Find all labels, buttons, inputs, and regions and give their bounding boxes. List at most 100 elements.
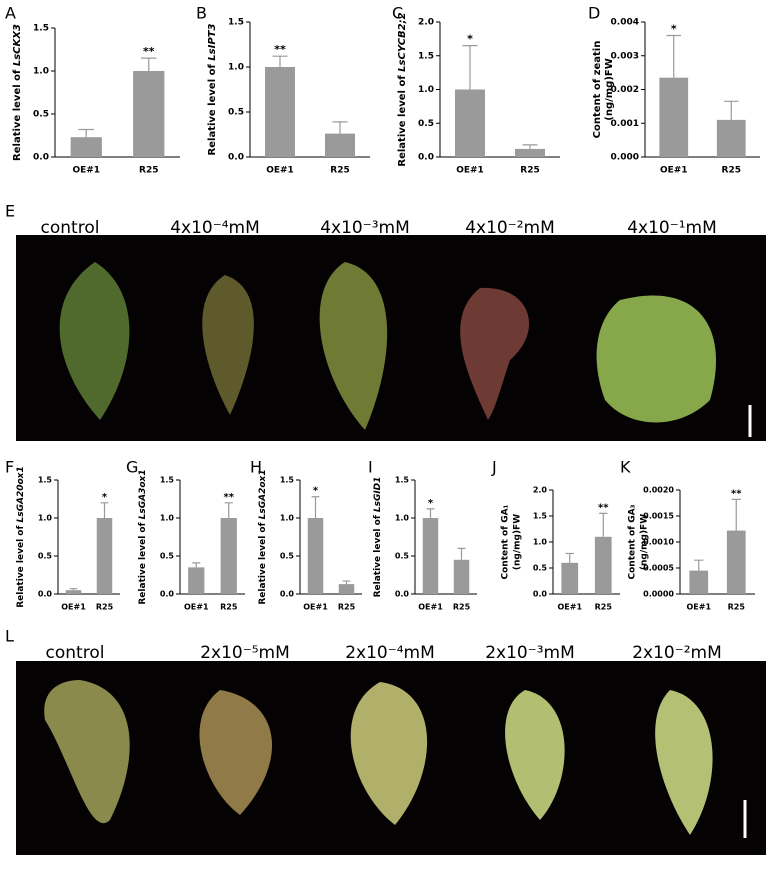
x-tick-label: OE#1: [418, 603, 443, 612]
error-bar: [272, 55, 288, 67]
y-axis-label: Content of GA₁: [501, 504, 511, 579]
significance-mark: **: [274, 43, 286, 56]
bar: [265, 67, 295, 157]
y-tick-label: 1.0: [395, 514, 410, 523]
bar: [594, 536, 612, 594]
y-tick-label: 1.0: [33, 67, 49, 77]
bar: [325, 133, 355, 157]
y-axis-label: Content of zeatin: [592, 41, 603, 139]
photo-label: 2x10⁻⁴mM: [345, 643, 435, 663]
photo-label: 4x10⁻³mM: [320, 218, 410, 238]
y-tick-label: 0.0010: [643, 538, 674, 547]
error-bar: [522, 144, 538, 149]
significance-mark: *: [671, 23, 677, 36]
y-tick-label: 1.5: [228, 18, 244, 28]
y-axis-label-text: Relative level of: [373, 512, 383, 597]
x-tick-label: OE#1: [266, 166, 294, 176]
y-tick-label: 0.5: [160, 552, 175, 561]
y-axis-label-text: Relative level of: [138, 519, 148, 604]
panel-letter: C: [392, 4, 403, 23]
y-tick-label: 0.0: [160, 590, 175, 599]
y-tick-label: 1.5: [395, 476, 410, 485]
photo-label: 4x10⁻²mM: [465, 218, 555, 238]
y-axis-label-gene: LsGA3ox1: [138, 469, 148, 519]
y-tick-label: 0.0: [533, 590, 548, 599]
x-tick-label: OE#1: [660, 166, 688, 176]
y-tick-label: 1.5: [33, 24, 49, 34]
x-tick-label: R25: [338, 603, 356, 612]
bar: [422, 518, 439, 594]
y-tick-label: 0.000: [611, 153, 639, 163]
significance-mark: *: [428, 498, 434, 509]
y-tick-label: 0.0000: [643, 590, 674, 599]
y-tick-label: 0.5: [228, 108, 244, 118]
bar: [133, 71, 165, 157]
significance-mark: **: [598, 502, 609, 513]
y-axis-label-gene: LsCKX3: [12, 24, 23, 66]
photo-label: 4x10⁻⁴mM: [170, 218, 260, 238]
y-axis-label-text: Relative level of: [397, 72, 408, 167]
error-bar: [140, 57, 157, 71]
y-axis-label: Content of GA₃: [628, 504, 638, 579]
x-tick-label: OE#1: [72, 166, 100, 176]
bar: [659, 77, 689, 157]
y-tick-label: 0.0020: [643, 486, 674, 495]
bar: [65, 590, 82, 594]
y-tick-label: 0.0: [33, 153, 49, 163]
y-tick-label: 1.0: [228, 63, 244, 73]
y-axis-label-gene: LsGA2ox1: [258, 469, 268, 519]
error-bar: [311, 496, 320, 518]
significance-mark: *: [467, 33, 473, 46]
y-tick-label: 0.0: [418, 153, 434, 163]
y-tick-label: 0.5: [280, 552, 295, 561]
y-tick-label: 1.0: [533, 538, 548, 547]
error-bar: [100, 502, 109, 518]
leaves-e: [59, 262, 752, 437]
y-tick-label: 1.5: [160, 476, 175, 485]
y-axis-label: Relative level of LsGA2ox1: [258, 469, 268, 604]
error-bar: [565, 552, 574, 563]
photo-label: 4x10⁻¹mM: [627, 218, 717, 238]
y-tick-label: 1.0: [418, 85, 434, 95]
y-axis-label-gene: LsCYCB2;2: [397, 12, 408, 71]
bar: [96, 518, 113, 594]
significance-mark: *: [313, 486, 319, 497]
x-tick-label: R25: [220, 603, 238, 612]
y-tick-label: 0.0015: [643, 512, 674, 521]
bar: [220, 518, 237, 594]
photo-label: 2x10⁻²mM: [632, 643, 722, 663]
error-bar: [599, 512, 608, 537]
leaves-l: [44, 680, 747, 838]
y-axis-label: Relative level of LsGID1: [373, 477, 383, 598]
error-bar: [694, 559, 704, 571]
y-tick-label: 1.0: [160, 514, 175, 523]
photo-label: control: [41, 218, 100, 238]
y-tick-label: 0.004: [611, 18, 639, 28]
error-bar: [78, 128, 95, 138]
y-tick-label: 0.5: [533, 564, 548, 573]
error-bar: [462, 45, 478, 90]
y-tick-label: 1.0: [280, 514, 295, 523]
x-tick-label: R25: [330, 166, 349, 176]
y-axis-label-gene: LsGID1: [373, 477, 383, 513]
bar: [453, 559, 470, 594]
y-tick-label: 0.003: [611, 51, 639, 61]
y-tick-label: 1.0: [38, 514, 53, 523]
x-tick-label: OE#1: [303, 603, 328, 612]
y-axis-label: Relative level of LsGA3ox1: [138, 469, 148, 604]
bar: [70, 137, 102, 157]
y-tick-label: 0.0: [228, 153, 244, 163]
y-axis-label: Relative level of LsCKX3: [12, 24, 23, 161]
bar: [515, 148, 545, 157]
panel-letter: D: [588, 4, 600, 23]
y-tick-label: 2.0: [418, 18, 434, 28]
bar: [188, 567, 205, 594]
x-tick-label: OE#1: [557, 603, 582, 612]
y-tick-label: 0.5: [38, 552, 53, 561]
significance-mark: **: [143, 45, 155, 58]
y-tick-label: 0.5: [33, 110, 49, 120]
significance-mark: **: [731, 488, 742, 499]
x-tick-label: R25: [139, 166, 158, 176]
bar: [726, 530, 746, 594]
